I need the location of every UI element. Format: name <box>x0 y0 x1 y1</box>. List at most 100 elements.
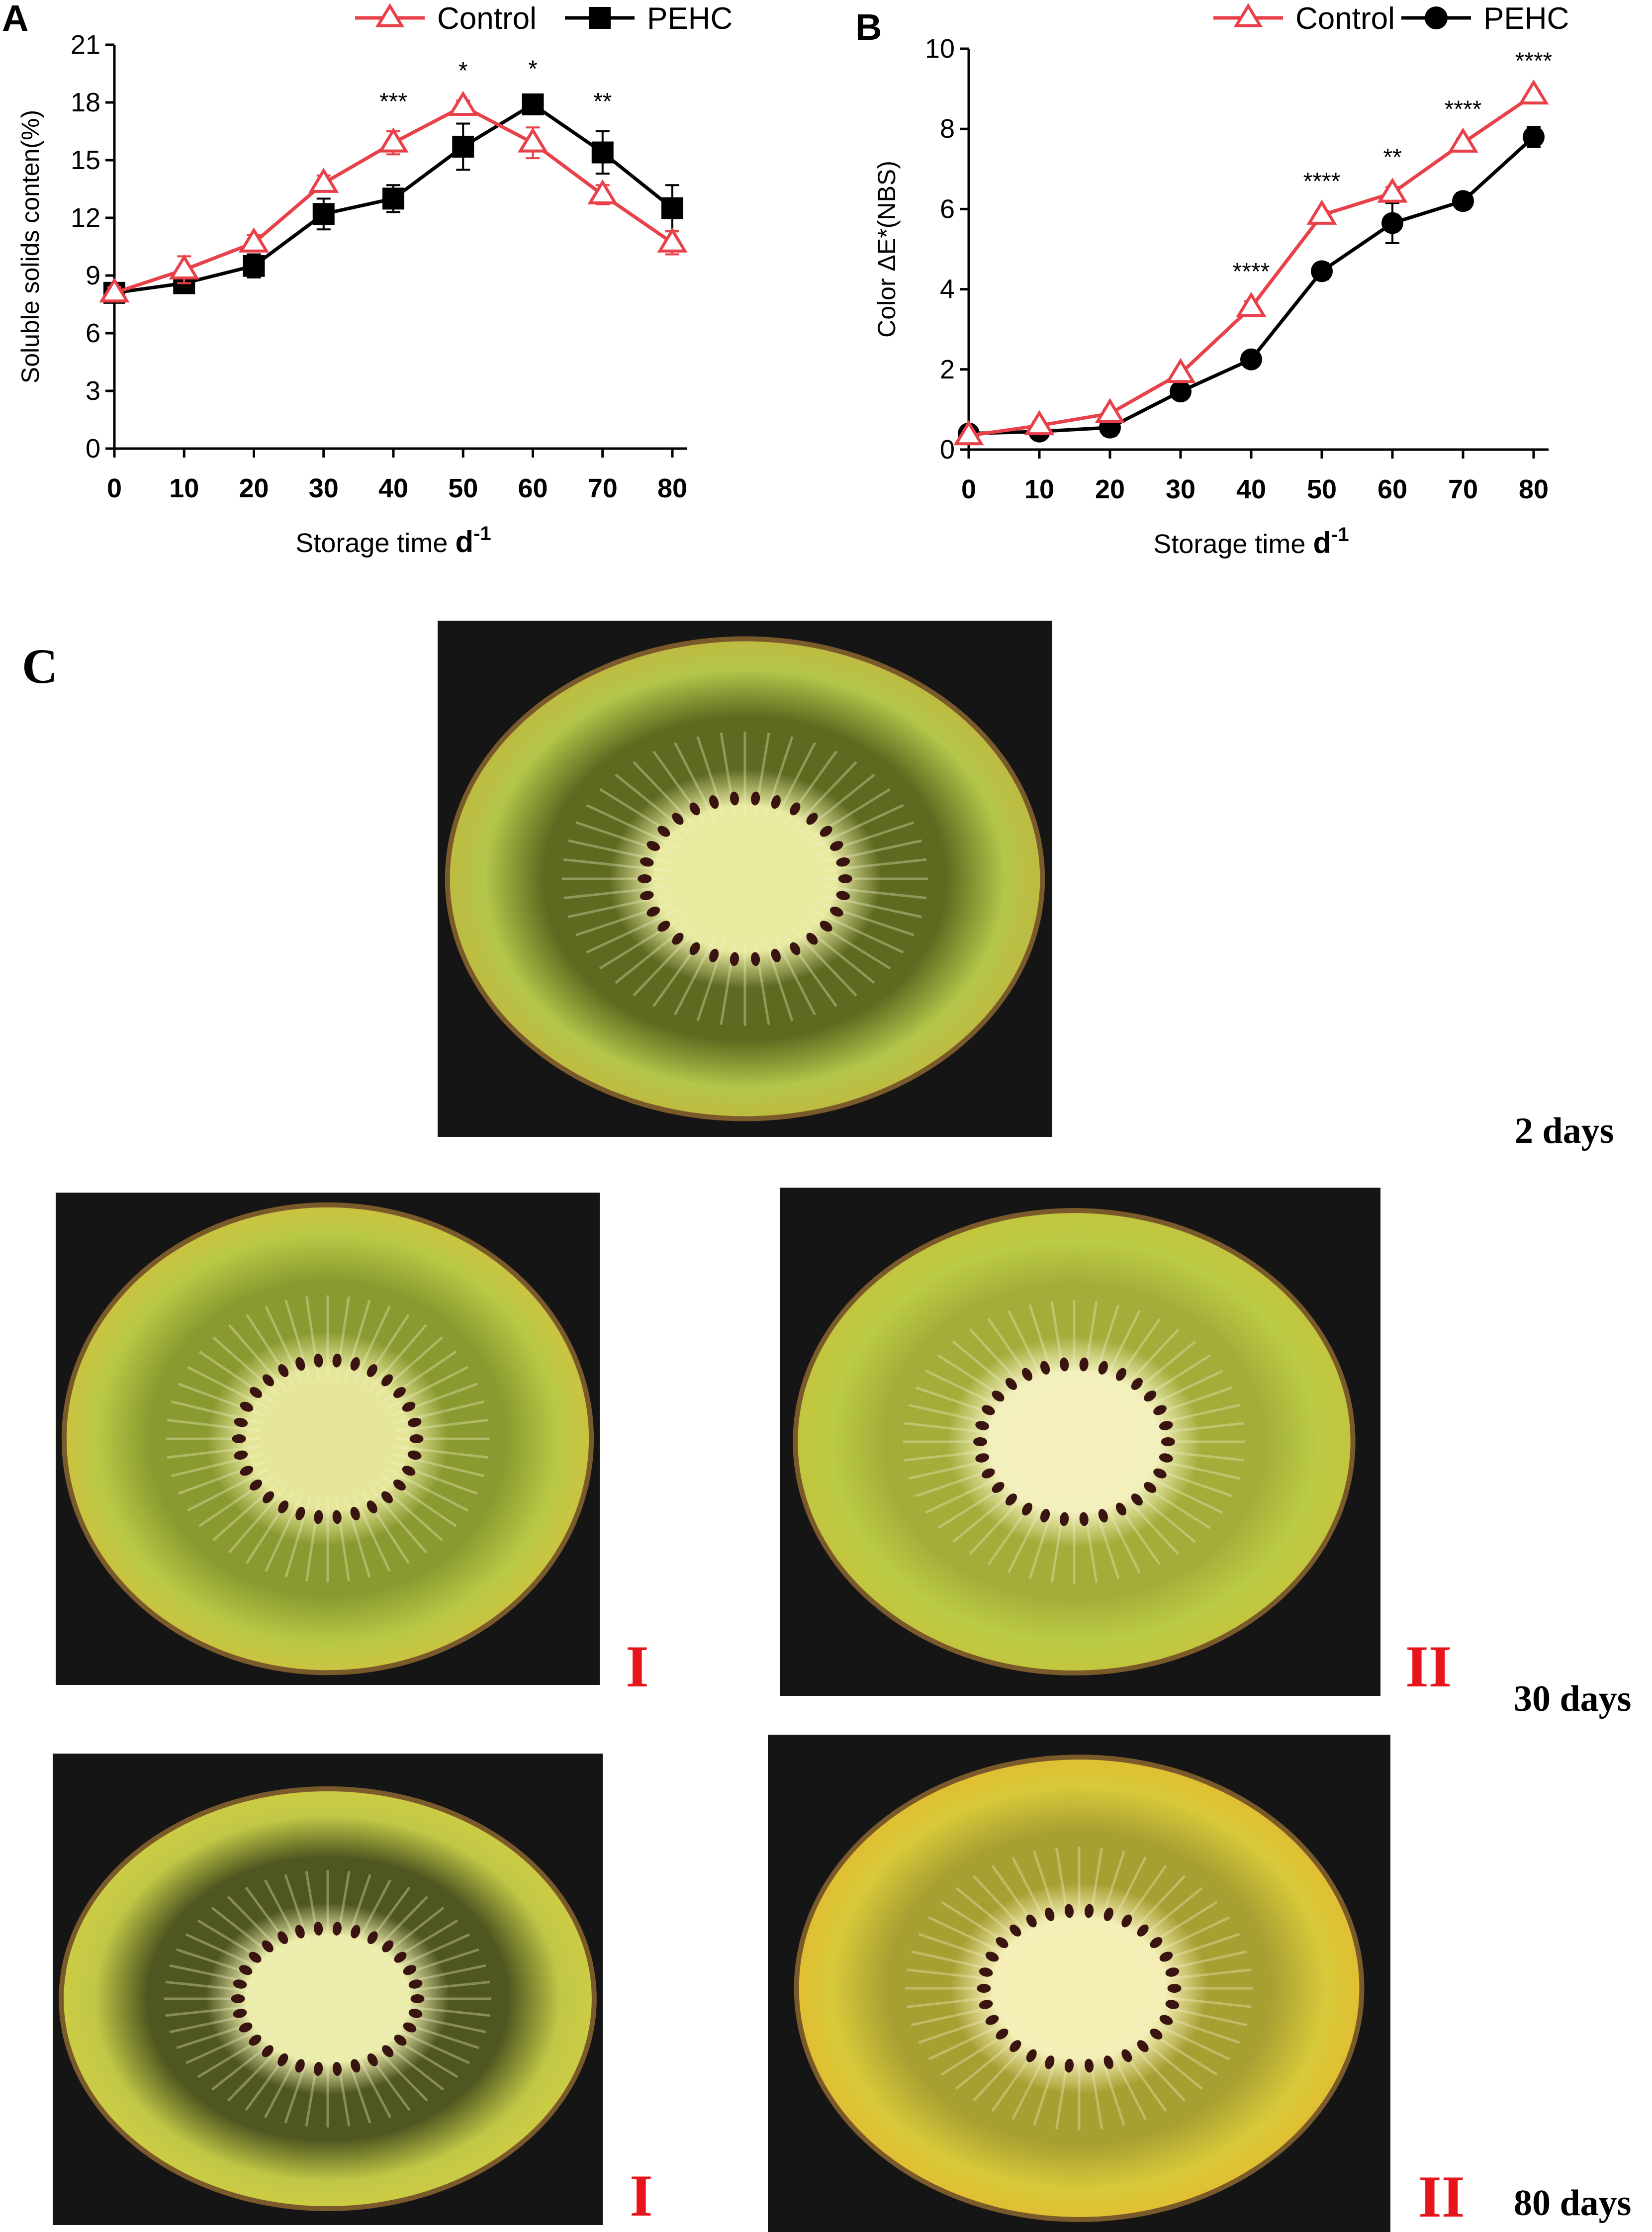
kiwi-seed <box>1040 1361 1050 1375</box>
kiwi-ray <box>1011 2043 1053 2120</box>
kiwi-ray <box>568 839 671 864</box>
kiwi-ray <box>904 1448 1003 1462</box>
kiwi-ray <box>1105 2043 1147 2120</box>
data-point-control <box>99 277 130 303</box>
kiwi-seed <box>410 1994 425 2003</box>
kiwi-ray <box>955 1887 1029 1948</box>
kiwi-seed <box>992 1391 1005 1402</box>
x-axis-label-sup: -1 <box>1331 524 1349 546</box>
kiwi-seed <box>751 791 760 806</box>
kiwi-seed <box>1115 1502 1126 1516</box>
kiwi-seed <box>992 1482 1005 1493</box>
kiwi-seed <box>393 1480 406 1490</box>
kiwi-ray <box>353 2047 392 2119</box>
kiwi-seed <box>262 2045 274 2057</box>
kiwi-ray <box>563 885 669 900</box>
kiwi-ray <box>167 1445 261 1459</box>
data-point-control <box>1448 127 1478 153</box>
kiwi-ray <box>798 773 875 837</box>
kiwi-seed <box>295 1357 305 1371</box>
kiwi-seed <box>1131 1378 1143 1390</box>
kiwi-ray <box>386 2024 470 2064</box>
kiwi-ray <box>791 927 857 997</box>
kiwi-seed <box>638 874 652 883</box>
kiwi-seed <box>314 2062 323 2076</box>
kiwi-seed <box>829 840 843 851</box>
x-axis-label-text: Storage time <box>1153 529 1313 559</box>
kiwi-ray <box>952 1483 1024 1543</box>
kiwi-flesh <box>450 641 1040 1116</box>
kiwi-seed <box>709 948 719 962</box>
kiwi-seed <box>295 2059 305 2073</box>
kiwi-ray <box>368 1486 428 1554</box>
kiwi-ray <box>615 921 692 984</box>
kiwi-seed <box>332 1921 342 1936</box>
significance-label: **** <box>1445 96 1482 122</box>
kiwi-seed <box>250 1387 263 1398</box>
kiwi-seed <box>790 942 801 955</box>
kiwi-seed <box>394 1952 407 1963</box>
kiwi-ray <box>171 1453 263 1478</box>
kiwi-ray <box>344 1496 371 1578</box>
kiwi-seed <box>350 1357 360 1371</box>
kiwi-ray <box>395 1980 490 1993</box>
kiwi-ray <box>185 2024 269 2064</box>
kiwi-seed <box>1079 1357 1089 1372</box>
kiwi-ray <box>264 2047 303 2119</box>
kiwi-seed <box>979 2000 993 2009</box>
kiwi-ray <box>696 938 727 1022</box>
kiwi-ray <box>1122 1875 1186 1942</box>
y-tick-label: 15 <box>71 145 100 175</box>
data-point-control <box>1024 410 1055 436</box>
kiwi-seed <box>829 907 843 917</box>
kiwi-seed <box>295 1925 305 1939</box>
kiwi-seed <box>234 1450 248 1460</box>
x-tick-label: 20 <box>1095 474 1125 504</box>
kiwi-seed <box>382 1940 394 1953</box>
kiwi-seed <box>640 891 654 901</box>
kiwi-seed <box>409 1434 424 1443</box>
kiwi-seed <box>1010 1924 1021 1937</box>
kiwi-ray <box>1122 2035 1186 2102</box>
kiwi-ray <box>165 2004 260 2017</box>
kiwi-ray <box>805 915 891 970</box>
kiwi-seed <box>1137 1924 1149 1937</box>
x-axis-label-text: Storage time <box>295 528 455 558</box>
kiwi-ray <box>165 1980 260 1993</box>
legend-label-pehc: PEHC <box>1483 1 1569 36</box>
kiwi-seed <box>250 1480 263 1490</box>
kiwi-ray <box>227 2041 287 2102</box>
kiwi-seed <box>838 874 852 883</box>
kiwi-seed <box>1045 1907 1055 1921</box>
kiwi-seed <box>351 2059 361 2073</box>
kiwi-seed <box>1115 1368 1126 1381</box>
legend: Control PEHC <box>1213 1 1569 36</box>
kiwi-ray <box>615 773 692 837</box>
kiwi-slice-photo-icon <box>61 1202 594 1675</box>
kiwi-ray <box>568 893 671 919</box>
kiwi-ray <box>1143 1403 1240 1428</box>
kiwi-seed <box>751 952 760 966</box>
x-tick-label: 60 <box>518 473 548 503</box>
kiwi-ray <box>212 1336 281 1397</box>
y-tick-label: 9 <box>86 261 100 290</box>
kiwi-ray <box>171 1400 263 1425</box>
kiwi-seed <box>408 2009 423 2018</box>
kiwi-slice-photo-icon <box>793 1208 1356 1675</box>
panel-a-letter: A <box>2 0 29 39</box>
significance-label: ** <box>593 89 612 115</box>
kiwi-seed <box>234 1417 248 1427</box>
kiwi-ray <box>904 1422 1003 1435</box>
kiwi-seed <box>407 1450 422 1460</box>
kiwi-seed <box>1150 2028 1163 2040</box>
data-point-control <box>238 227 270 253</box>
kiwi-seed <box>790 802 801 816</box>
kiwi-seed <box>1161 1437 1175 1446</box>
kiwi-ray <box>386 1468 469 1512</box>
kiwi-ray <box>925 1370 1012 1413</box>
kiwi-ray <box>395 1445 489 1459</box>
kiwi-ray <box>169 1964 262 1986</box>
kiwi-seed <box>1165 2000 1180 2009</box>
kiwi-seed <box>806 932 818 945</box>
kiwi-ray <box>228 1486 287 1554</box>
